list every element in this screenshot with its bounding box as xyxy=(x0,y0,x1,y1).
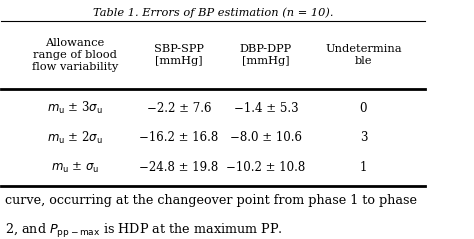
Text: SBP-SPP
[mmHg]: SBP-SPP [mmHg] xyxy=(154,44,204,66)
Text: 3: 3 xyxy=(360,131,367,145)
Text: 0: 0 xyxy=(360,102,367,115)
Text: 1: 1 xyxy=(360,161,367,174)
Text: 2, and $P_{\mathrm{pp-max}}$ is HDP at the maximum PP.: 2, and $P_{\mathrm{pp-max}}$ is HDP at t… xyxy=(5,222,283,239)
Text: $m_\mathrm{u}$ ± $\sigma_\mathrm{u}$: $m_\mathrm{u}$ ± $\sigma_\mathrm{u}$ xyxy=(51,161,99,175)
Text: Undetermina
ble: Undetermina ble xyxy=(325,44,402,66)
Text: $m_\mathrm{u}$ ± 2$\sigma_\mathrm{u}$: $m_\mathrm{u}$ ± 2$\sigma_\mathrm{u}$ xyxy=(47,130,103,146)
Text: −1.4 ± 5.3: −1.4 ± 5.3 xyxy=(234,102,298,115)
Text: DBP-DPP
[mmHg]: DBP-DPP [mmHg] xyxy=(240,44,292,66)
Text: −10.2 ± 10.8: −10.2 ± 10.8 xyxy=(226,161,306,174)
Text: −8.0 ± 10.6: −8.0 ± 10.6 xyxy=(230,131,302,145)
Text: −2.2 ± 7.6: −2.2 ± 7.6 xyxy=(146,102,211,115)
Text: Allowance
range of blood
flow variability: Allowance range of blood flow variabilit… xyxy=(32,38,118,72)
Text: curve, occurring at the changeover point from phase 1 to phase: curve, occurring at the changeover point… xyxy=(5,194,417,207)
Text: −16.2 ± 16.8: −16.2 ± 16.8 xyxy=(139,131,219,145)
Text: −24.8 ± 19.8: −24.8 ± 19.8 xyxy=(139,161,219,174)
Text: $m_\mathrm{u}$ ± 3$\sigma_\mathrm{u}$: $m_\mathrm{u}$ ± 3$\sigma_\mathrm{u}$ xyxy=(47,100,103,116)
Text: Table 1. Errors of BP estimation (n = 10).: Table 1. Errors of BP estimation (n = 10… xyxy=(92,8,333,18)
